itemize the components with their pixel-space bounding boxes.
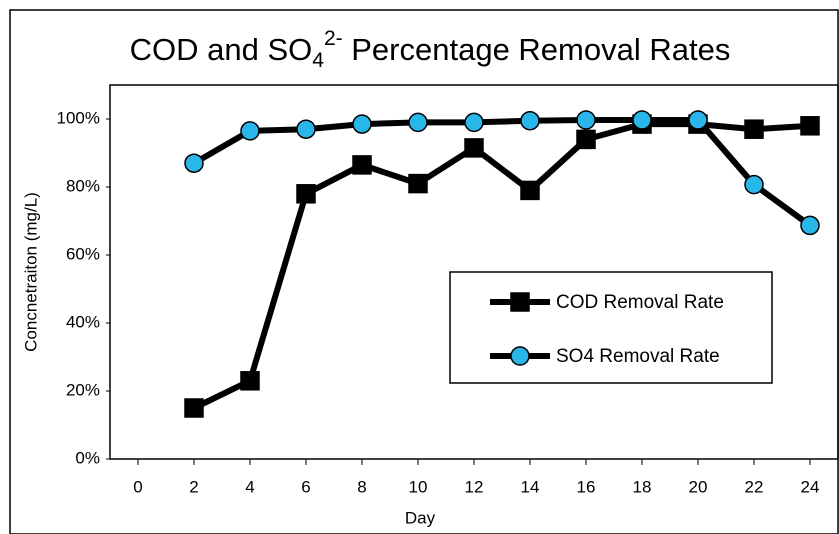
x-axis-title: Day xyxy=(405,508,436,527)
marker xyxy=(465,139,483,157)
marker xyxy=(465,113,483,131)
marker xyxy=(353,115,371,133)
legend-label: SO4 Removal Rate xyxy=(556,346,720,367)
marker xyxy=(577,111,595,129)
y-tick-label: 0% xyxy=(75,448,100,467)
legend-label: COD Removal Rate xyxy=(556,292,724,313)
marker xyxy=(409,175,427,193)
marker xyxy=(297,185,315,203)
title-superscript: 2- xyxy=(324,27,343,50)
x-tick-label: 24 xyxy=(801,477,820,496)
marker xyxy=(801,117,819,135)
x-tick-label: 16 xyxy=(577,477,596,496)
marker xyxy=(409,113,427,131)
legend-marker xyxy=(511,293,529,311)
x-tick-label: 4 xyxy=(245,477,254,496)
x-tick-label: 8 xyxy=(357,477,366,496)
x-tick-label: 2 xyxy=(189,477,198,496)
marker xyxy=(353,156,371,174)
chart-title: COD and SO42- Percentage Removal Rates xyxy=(130,27,731,72)
title-subscript: 4 xyxy=(312,49,324,72)
marker xyxy=(521,112,539,130)
marker xyxy=(185,154,203,172)
y-tick-label: 100% xyxy=(57,108,100,127)
y-tick-label: 60% xyxy=(66,244,100,263)
marker xyxy=(241,122,259,140)
x-tick-label: 22 xyxy=(745,477,764,496)
y-tick-label: 40% xyxy=(66,312,100,331)
marker xyxy=(689,111,707,129)
marker xyxy=(577,130,595,148)
marker xyxy=(745,176,763,194)
marker xyxy=(745,120,763,138)
x-tick-label: 0 xyxy=(133,477,142,496)
x-tick-label: 14 xyxy=(521,477,540,496)
y-tick-label: 80% xyxy=(66,176,100,195)
y-axis-title: Concnetraiton (mg/L) xyxy=(21,192,40,352)
x-tick-label: 18 xyxy=(633,477,652,496)
x-tick-label: 10 xyxy=(409,477,428,496)
title-main: COD and SO xyxy=(130,32,313,67)
marker xyxy=(297,120,315,138)
x-tick-label: 12 xyxy=(465,477,484,496)
marker xyxy=(633,111,651,129)
marker xyxy=(801,216,819,234)
x-tick-label: 20 xyxy=(689,477,708,496)
marker xyxy=(185,399,203,417)
y-tick-label: 20% xyxy=(66,380,100,399)
marker xyxy=(241,372,259,390)
marker xyxy=(521,181,539,199)
title-rest: Percentage Removal Rates xyxy=(343,32,731,67)
legend: COD Removal Rate SO4 Removal Rate xyxy=(450,272,772,383)
legend-marker xyxy=(511,347,529,365)
x-tick-label: 6 xyxy=(301,477,310,496)
